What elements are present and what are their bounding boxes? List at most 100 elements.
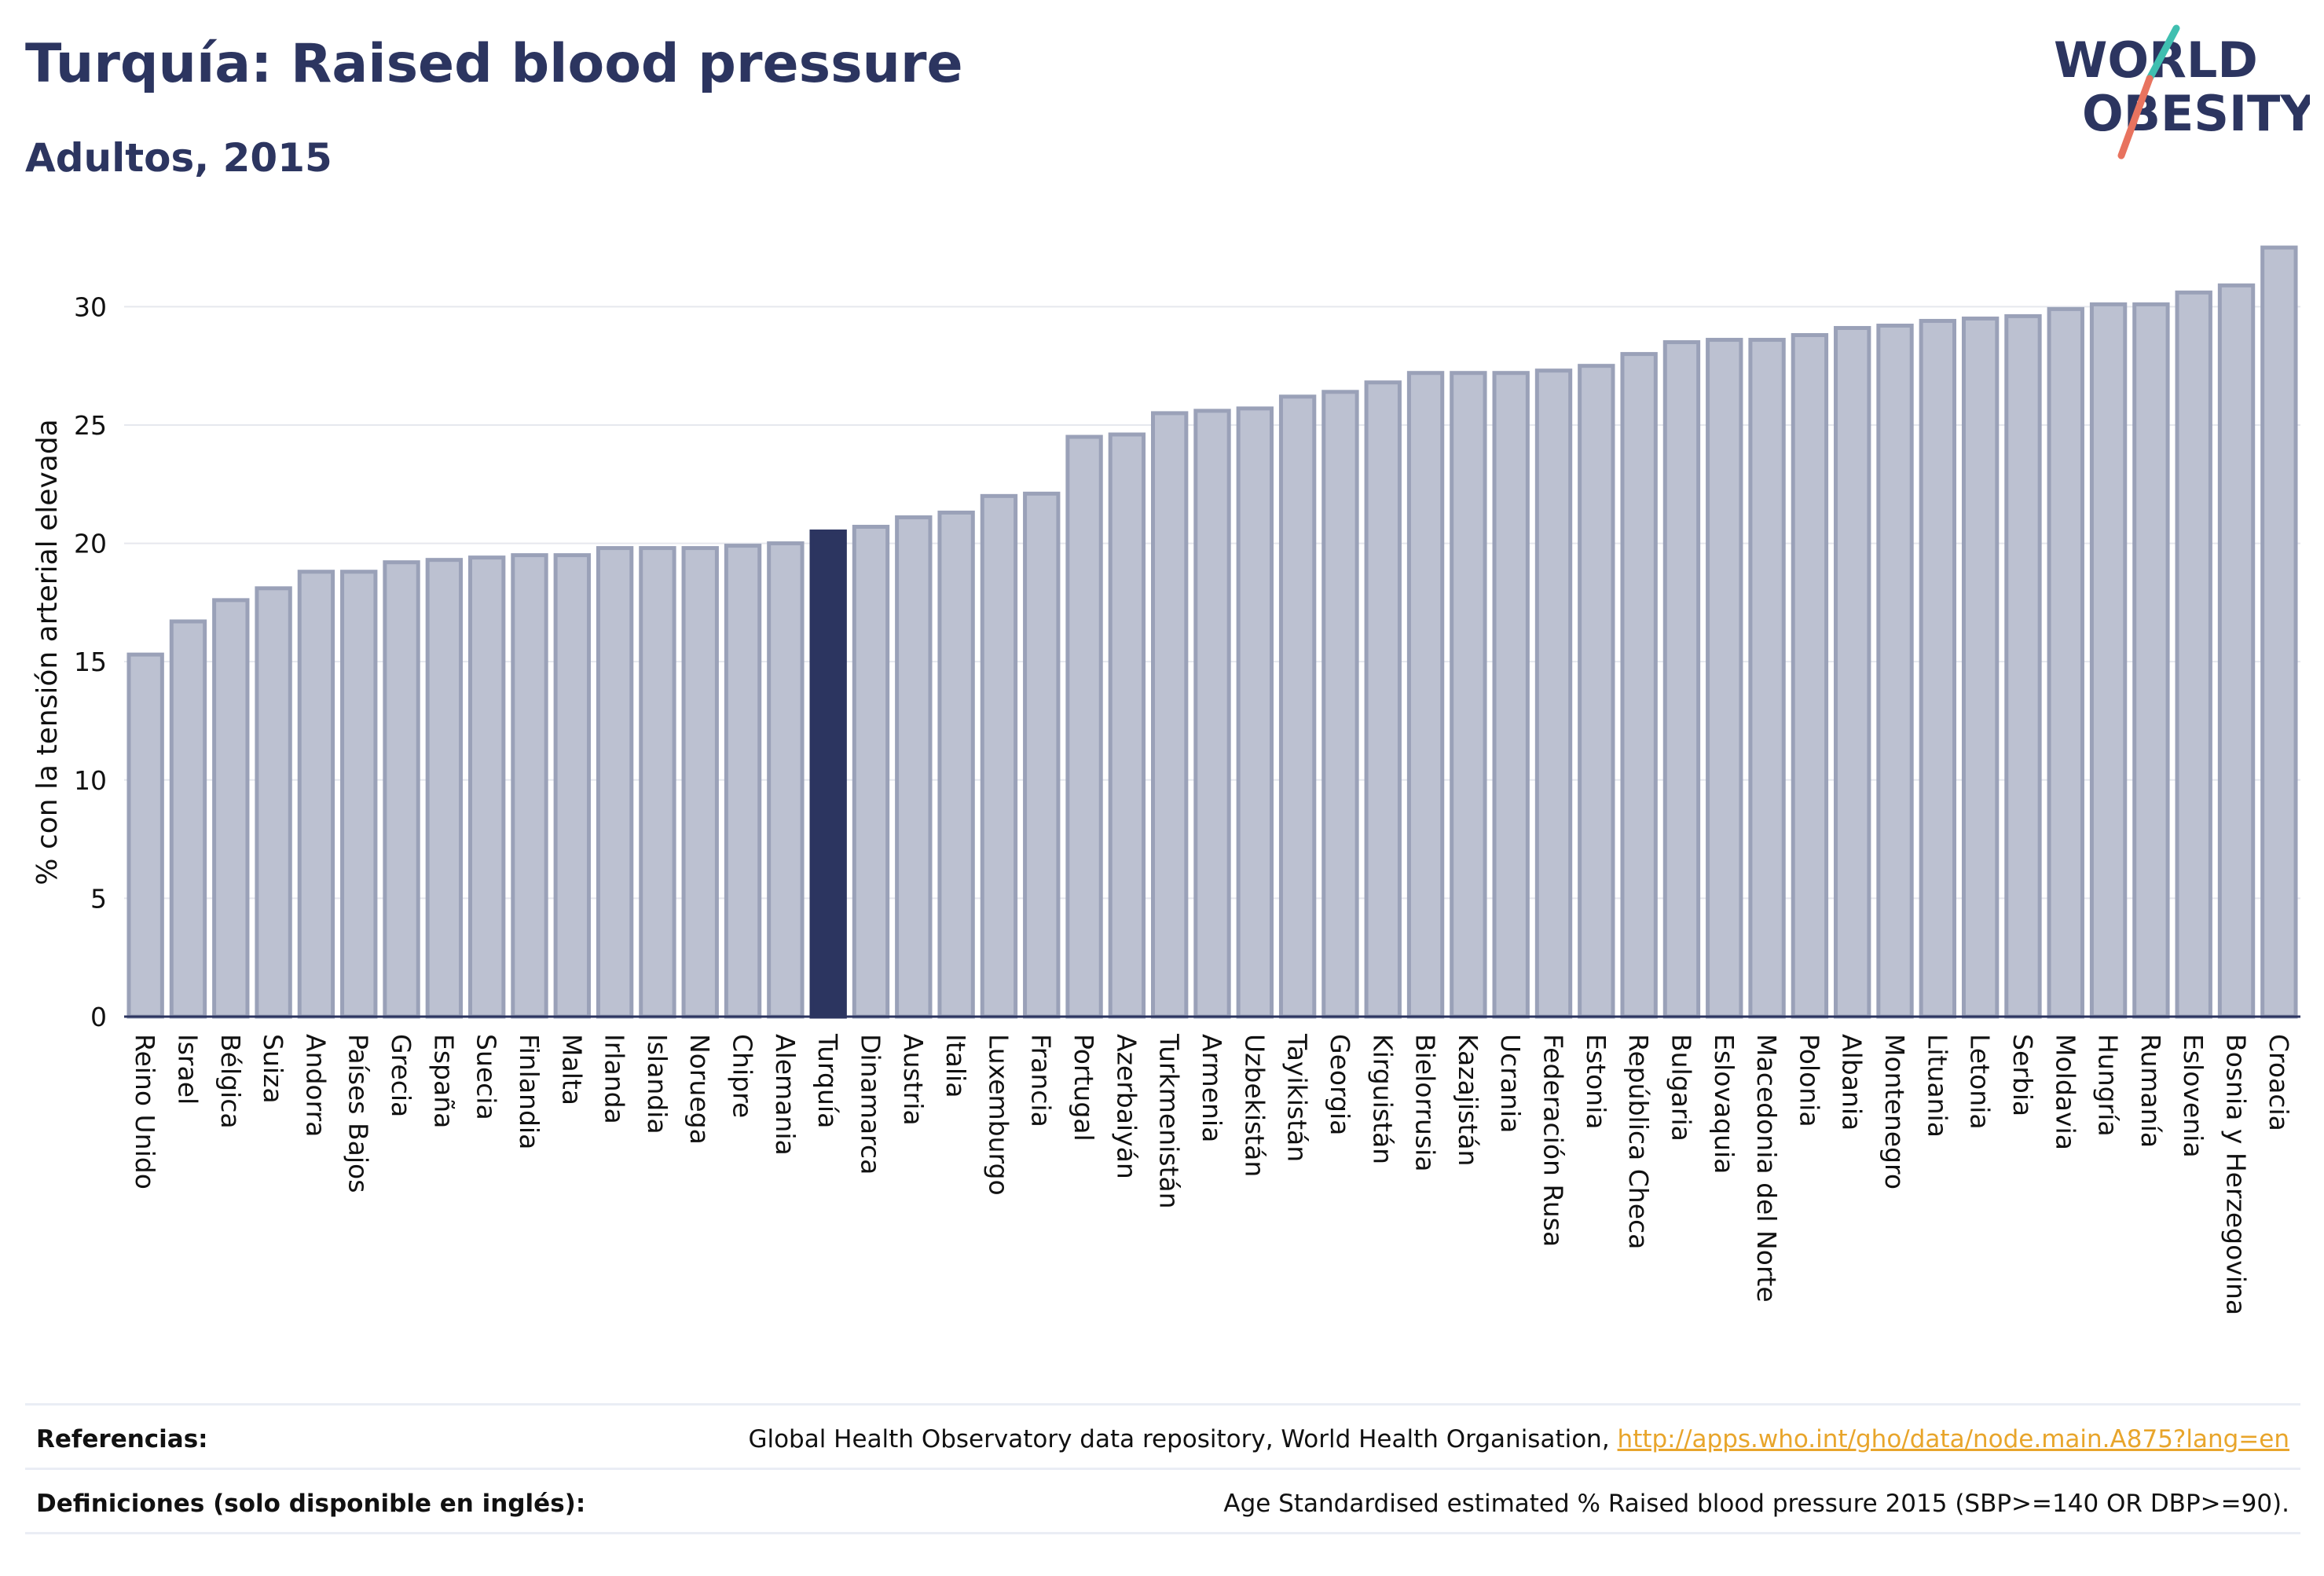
y-tick-label: 30 bbox=[74, 291, 107, 322]
x-tick-label: Estonia bbox=[1581, 1034, 1611, 1129]
references-source: Global Health Observatory data repositor… bbox=[748, 1425, 1610, 1453]
logo-slash-coral bbox=[2117, 75, 2154, 159]
bar bbox=[639, 546, 676, 1019]
bar bbox=[425, 558, 464, 1019]
x-tick-label: Finlandia bbox=[514, 1034, 544, 1149]
bar bbox=[1662, 340, 1701, 1019]
bar-highlight bbox=[809, 530, 847, 1019]
x-tick-label: Macedonia del Norte bbox=[1751, 1034, 1782, 1303]
bar bbox=[895, 515, 933, 1019]
bar bbox=[937, 510, 975, 1019]
x-tick-label: Grecia bbox=[386, 1034, 416, 1117]
bar bbox=[212, 598, 250, 1019]
x-tick-label: Ucrania bbox=[1495, 1034, 1526, 1133]
x-tick-label: Bielorrusia bbox=[1410, 1034, 1441, 1172]
x-tick-label: Azerbaiyán bbox=[1111, 1034, 1142, 1179]
x-tick-label: Kazajistán bbox=[1453, 1034, 1483, 1166]
x-tick-label: Turquía bbox=[812, 1033, 843, 1128]
bar bbox=[1578, 364, 1615, 1019]
references-link[interactable]: http://apps.who.int/gho/data/node.main.A… bbox=[1617, 1425, 2289, 1453]
x-tick-label: Armenia bbox=[1197, 1034, 1227, 1142]
x-tick-label: Islandia bbox=[642, 1034, 673, 1134]
bar bbox=[169, 619, 207, 1019]
bar bbox=[596, 546, 634, 1019]
bar bbox=[511, 553, 548, 1019]
bar bbox=[467, 555, 506, 1019]
x-tick-label: Rumanía bbox=[2135, 1034, 2166, 1148]
x-tick-label: Lituania bbox=[1922, 1034, 1952, 1138]
x-tick-label: Francia bbox=[1026, 1034, 1057, 1127]
bars bbox=[126, 245, 2298, 1019]
x-tick-label: Alemania bbox=[770, 1034, 801, 1156]
bar bbox=[1364, 380, 1402, 1019]
x-tick-label: España bbox=[428, 1034, 459, 1128]
bar bbox=[2260, 245, 2298, 1019]
y-tick-label: 15 bbox=[74, 647, 107, 677]
bar bbox=[1236, 406, 1274, 1019]
y-axis-title: % con la tensión arterial elevada bbox=[31, 419, 64, 885]
x-tick-label: Noruega bbox=[684, 1034, 715, 1145]
bar bbox=[980, 493, 1018, 1019]
bar bbox=[681, 546, 719, 1019]
definitions-text: Age Standardised estimated % Raised bloo… bbox=[1223, 1490, 2289, 1518]
x-tick-label: Albania bbox=[1837, 1034, 1868, 1131]
x-tick-label: Moldavia bbox=[2050, 1034, 2080, 1150]
bar bbox=[1876, 323, 1914, 1019]
page-subtitle: Adultos, 2015 bbox=[25, 135, 332, 181]
x-tick-label: Irlanda bbox=[599, 1034, 630, 1124]
bar bbox=[2132, 302, 2170, 1019]
x-tick-labels: Reino Unido Israel Bélgica Suiza Andorra País… bbox=[130, 1033, 2294, 1315]
x-tick-label: Portugal bbox=[1069, 1034, 1099, 1142]
bar bbox=[297, 570, 335, 1019]
bar bbox=[1321, 390, 1359, 1019]
bar bbox=[2047, 306, 2084, 1019]
x-tick-label: Polonia bbox=[1794, 1034, 1824, 1127]
bar bbox=[1023, 491, 1061, 1019]
x-tick-label: Eslovaquia bbox=[1709, 1034, 1739, 1174]
bar bbox=[1961, 316, 2000, 1019]
x-tick-label: Bélgica bbox=[215, 1034, 246, 1129]
x-tick-label: Hungría bbox=[2093, 1034, 2124, 1137]
footer-divider bbox=[25, 1532, 2300, 1534]
bar bbox=[1919, 318, 1957, 1019]
y-tick-label: 25 bbox=[74, 410, 107, 441]
bar bbox=[383, 560, 420, 1019]
bar-chart: 0 5 10 15 20 25 30 Reino Unido Israel Bélgica Sui… bbox=[31, 245, 2300, 1315]
x-tick-label: Uzbekistán bbox=[1239, 1034, 1270, 1177]
x-tick-label: Países Bajos bbox=[343, 1034, 374, 1193]
bar bbox=[1406, 371, 1445, 1019]
bar bbox=[1450, 371, 1487, 1019]
y-tick-label: 20 bbox=[74, 529, 107, 559]
x-tick-label: Chipre bbox=[728, 1034, 758, 1118]
x-tick-label: Turkmenistán bbox=[1154, 1033, 1185, 1209]
x-tick-label: Suiza bbox=[258, 1034, 288, 1104]
bar bbox=[2089, 302, 2128, 1019]
world-obesity-logo: WORLD OBESITY bbox=[2054, 24, 2310, 159]
bar bbox=[1108, 432, 1146, 1019]
x-tick-label: Malta bbox=[556, 1034, 587, 1105]
x-tick-label: Israel bbox=[172, 1034, 203, 1105]
references-text: Global Health Observatory data repositor… bbox=[748, 1425, 2289, 1453]
logo-text-obesity: OBESITY bbox=[2082, 85, 2310, 142]
logo-slash-teal bbox=[2146, 24, 2180, 82]
bar bbox=[1151, 411, 1189, 1019]
bar bbox=[852, 524, 890, 1019]
x-tick-label: Bosnia y Herzegovina bbox=[2221, 1034, 2252, 1315]
footer-divider bbox=[25, 1403, 2300, 1406]
bar bbox=[1706, 338, 1743, 1019]
x-tick-label: Tayikistán bbox=[1282, 1033, 1313, 1162]
x-tick-label: Georgia bbox=[1325, 1034, 1355, 1135]
x-tick-label: Eslovenia bbox=[2178, 1034, 2209, 1158]
bar bbox=[553, 553, 591, 1019]
bar bbox=[2004, 313, 2042, 1019]
x-tick-label: Kirguistán bbox=[1367, 1034, 1398, 1164]
references-label: Referencias: bbox=[36, 1425, 208, 1453]
bar bbox=[340, 570, 378, 1019]
bar bbox=[126, 652, 164, 1019]
bar bbox=[1193, 409, 1231, 1019]
x-tick-label: Italia bbox=[940, 1034, 971, 1098]
x-tick-label: Austria bbox=[898, 1034, 929, 1126]
x-tick-label: Dinamarca bbox=[855, 1034, 885, 1175]
x-tick-label: Luxemburgo bbox=[983, 1034, 1014, 1196]
bar bbox=[1278, 394, 1317, 1019]
